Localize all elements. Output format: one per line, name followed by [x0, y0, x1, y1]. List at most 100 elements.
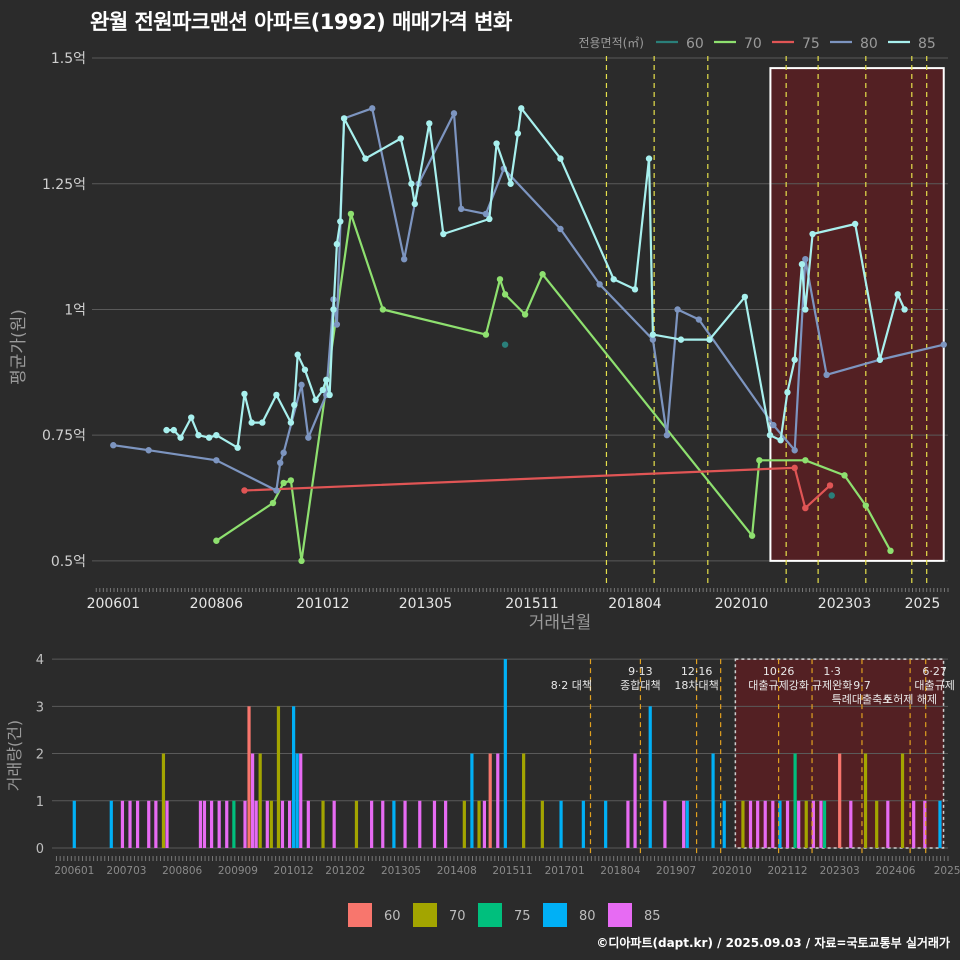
volume-bar-85 — [663, 800, 667, 848]
data-point-70 — [539, 271, 546, 278]
data-point-60 — [501, 341, 509, 348]
data-point-85 — [876, 356, 884, 363]
data-point-80 — [450, 110, 458, 117]
vol-y-tick-label: 4 — [36, 653, 44, 668]
vol-x-tick-label: 201511 — [492, 865, 532, 877]
data-point-85 — [741, 293, 749, 301]
data-point-80 — [305, 434, 312, 441]
data-point-85 — [631, 286, 639, 293]
data-point-70 — [887, 547, 894, 555]
vol-x-tick-label: 200806 — [162, 865, 202, 877]
data-point-80 — [145, 447, 152, 454]
data-point-85 — [323, 376, 330, 384]
x-axis-title: 거래년월 — [529, 613, 592, 633]
data-point-80 — [663, 431, 671, 439]
data-point-80 — [333, 321, 341, 328]
volume-bar-85 — [165, 800, 169, 848]
data-point-85 — [507, 180, 514, 187]
data-point-75 — [826, 482, 834, 489]
data-point-80 — [400, 255, 408, 263]
vol-y-tick-label: 2 — [36, 748, 44, 763]
data-point-85 — [426, 120, 433, 127]
x-tick-label: 202010 — [715, 596, 768, 612]
volume-bar-70 — [321, 800, 325, 848]
volume-bar-85 — [496, 753, 500, 848]
data-point-70 — [501, 291, 509, 298]
data-point-85 — [397, 135, 404, 142]
x-tick-label: 201804 — [608, 596, 662, 612]
volume-bar-85 — [332, 800, 336, 848]
volume-bar-85 — [432, 800, 437, 848]
data-point-85 — [170, 426, 177, 434]
policy-annotation: 대출규제강화 — [748, 679, 809, 692]
volume-bar-85 — [748, 800, 753, 848]
data-point-85 — [557, 155, 564, 162]
data-point-85 — [337, 218, 344, 225]
highlight-border — [769, 67, 945, 562]
volume-bar-85 — [797, 800, 801, 848]
volume-bar-85 — [265, 800, 269, 848]
volume-bar-70 — [258, 753, 262, 848]
legend-title: 전용면적(㎡) — [578, 36, 644, 50]
volume-bar-75 — [793, 753, 797, 848]
volume-bar-85 — [120, 800, 125, 848]
vol-legend-label-75: 75 — [514, 909, 531, 924]
data-point-85 — [777, 436, 784, 444]
data-point-80 — [791, 447, 798, 454]
data-point-85 — [493, 140, 500, 147]
vol-legend-swatch-70 — [413, 903, 437, 927]
data-point-85 — [901, 306, 908, 313]
volume-bar-80 — [648, 706, 652, 848]
data-point-80 — [458, 205, 465, 213]
data-point-70 — [521, 311, 529, 318]
x-tick-label: 201511 — [505, 596, 558, 612]
volume-bar-85 — [299, 753, 303, 848]
volume-bar-70 — [863, 753, 868, 848]
volume-bar-80 — [559, 800, 563, 848]
data-point-85 — [291, 401, 298, 409]
vol-legend-swatch-80 — [543, 903, 567, 927]
volume-bar-85 — [444, 800, 448, 848]
data-point-70 — [379, 306, 387, 313]
data-point-85 — [213, 431, 220, 439]
vol-legend-label-80: 80 — [579, 909, 596, 924]
data-point-70 — [213, 537, 220, 544]
data-point-70 — [756, 457, 763, 464]
volume-bar-85 — [785, 800, 790, 848]
data-point-85 — [851, 220, 859, 228]
volume-bar-80 — [503, 659, 507, 848]
data-point-85 — [362, 155, 369, 162]
data-point-85 — [610, 276, 617, 283]
policy-annotation: 특례대출축소 — [832, 693, 893, 706]
volume-bar-70 — [477, 800, 481, 848]
data-point-85 — [802, 306, 809, 313]
policy-annotation: 규제완화 — [812, 679, 852, 692]
vol-legend-label-60: 60 — [384, 909, 401, 924]
data-point-85 — [894, 291, 901, 298]
volume-bar-80 — [295, 753, 299, 848]
source-credit: ©디아파트(dapt.kr) / 2025.09.03 / 자료=국토교통부 실… — [596, 936, 950, 950]
data-point-80 — [823, 371, 830, 379]
data-point-80 — [277, 459, 284, 467]
vol-legend-label-85: 85 — [644, 909, 661, 924]
policy-annotation: 1·3 — [823, 665, 841, 678]
data-point-85 — [514, 130, 522, 137]
vol-x-tick-label: 201408 — [437, 865, 477, 877]
policy-annotation: 12·16 — [681, 665, 713, 678]
data-point-85 — [766, 431, 774, 439]
data-point-85 — [340, 115, 348, 122]
data-point-80 — [695, 316, 703, 323]
data-point-80 — [213, 457, 220, 464]
vol-x-tick-label: 201202 — [325, 865, 365, 877]
volume-bar-80 — [470, 753, 474, 848]
vol-legend-label-70: 70 — [449, 909, 466, 924]
x-tick-label: 201305 — [399, 596, 452, 612]
data-point-85 — [294, 351, 301, 358]
vol-x-tick-label: 202010 — [712, 865, 752, 877]
volume-bar-85 — [128, 800, 132, 848]
volume-bar-60 — [838, 753, 842, 848]
vol-x-tick-label: 201804 — [600, 865, 640, 877]
data-point-80 — [674, 306, 681, 313]
data-point-85 — [706, 336, 713, 343]
volume-bar-70 — [276, 706, 281, 848]
